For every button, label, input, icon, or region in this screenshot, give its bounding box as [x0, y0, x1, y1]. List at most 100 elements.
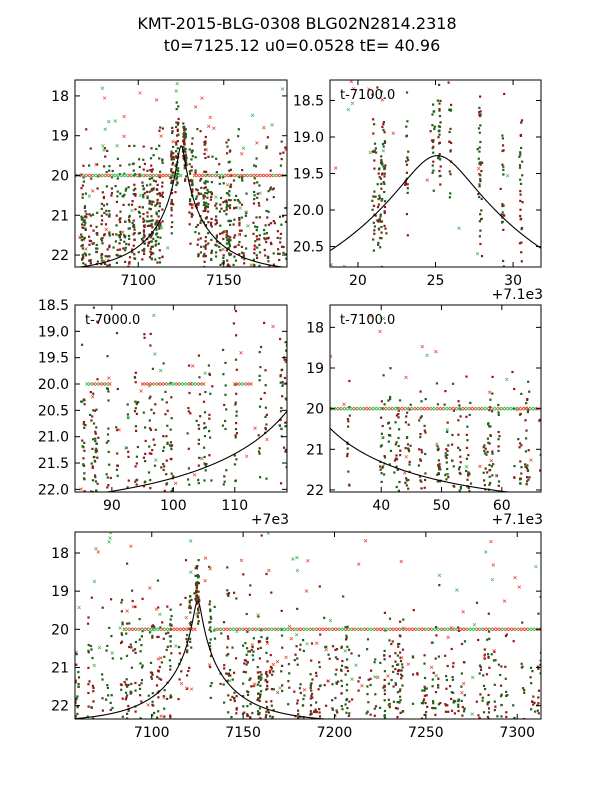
data-point [119, 210, 122, 213]
data-point [257, 450, 261, 453]
baseline-cross [309, 627, 314, 632]
data-point [426, 705, 429, 708]
data-point [398, 725, 400, 727]
data-point [424, 472, 427, 475]
data-point [259, 694, 262, 698]
outlier-cross [207, 663, 212, 667]
data-point [233, 671, 236, 674]
data-point [340, 679, 343, 682]
data-point [191, 203, 194, 206]
outlier-cross [470, 675, 475, 680]
data-point [91, 656, 94, 660]
data-point [448, 140, 451, 143]
data-point [177, 121, 180, 124]
data-point [380, 444, 383, 447]
data-point [479, 124, 482, 127]
outlier-cross [126, 415, 131, 420]
data-point [284, 341, 287, 344]
baseline-cross [478, 406, 483, 411]
baseline-cross [201, 382, 206, 386]
data-point [141, 239, 144, 242]
data-point [404, 421, 407, 424]
data-point [170, 202, 173, 205]
outlier-cross [381, 316, 386, 321]
data-point [406, 411, 409, 414]
data-point [436, 480, 439, 483]
data-point [479, 115, 482, 118]
data-point [90, 462, 93, 465]
data-point [150, 240, 153, 243]
baseline-cross [175, 173, 180, 178]
baseline-cross [383, 627, 388, 632]
data-point [146, 268, 148, 270]
outlier-cross [360, 684, 364, 688]
data-point [465, 415, 468, 418]
data-point [177, 167, 180, 170]
data-point [134, 465, 137, 468]
data-point [134, 681, 137, 685]
data-point [150, 234, 153, 237]
data-point [154, 223, 157, 226]
data-point [367, 721, 369, 723]
data-point [224, 419, 227, 423]
x-axis-offset-text: +7e3 [251, 512, 289, 528]
data-point [394, 421, 397, 424]
data-point [294, 653, 297, 656]
baseline-cross [242, 627, 247, 632]
baseline-cross [154, 627, 159, 632]
outlier-cross [192, 472, 197, 477]
data-point [245, 663, 248, 666]
data-point [264, 384, 267, 387]
data-point [418, 448, 421, 451]
outlier-crosses [78, 81, 287, 267]
data-point [373, 159, 376, 162]
data-point [158, 268, 160, 270]
data-point [257, 434, 260, 437]
data-point [345, 634, 348, 637]
data-point [533, 701, 536, 704]
data-point [146, 224, 149, 228]
data-point [191, 214, 194, 217]
data-point [138, 165, 141, 169]
data-point [229, 168, 232, 171]
y-tick-label: 20 [51, 622, 69, 638]
data-point [258, 251, 262, 254]
baseline-cross [466, 627, 471, 632]
outlier-cross [239, 350, 243, 355]
data-point [437, 686, 440, 689]
data-point [419, 479, 422, 482]
baseline-cross [140, 173, 145, 178]
baseline-cross [138, 627, 143, 632]
plot-background [75, 305, 287, 492]
data-point [197, 582, 200, 585]
data-point [436, 493, 438, 495]
data-point [258, 452, 261, 455]
data-point [498, 435, 501, 438]
data-point [258, 243, 261, 246]
data-point [398, 721, 400, 723]
outlier-cross [478, 464, 482, 469]
data-point [148, 202, 151, 205]
data-point [387, 434, 391, 437]
data-point [520, 146, 523, 150]
data-point [383, 210, 386, 213]
baseline-cross [524, 627, 529, 632]
data-point [101, 219, 104, 222]
data-point [264, 224, 267, 227]
data-point [140, 635, 143, 638]
data-point [165, 648, 168, 651]
data-point [502, 265, 505, 267]
data-point [284, 425, 287, 428]
data-point [398, 428, 401, 431]
data-point [484, 452, 487, 455]
data-point [346, 625, 349, 628]
data-point [222, 201, 225, 204]
data-point [143, 333, 146, 336]
baseline-cross [316, 627, 321, 632]
baseline-band [330, 406, 540, 411]
data-point [432, 151, 435, 154]
data-point [265, 640, 269, 643]
data-point [157, 670, 160, 673]
data-point [131, 599, 134, 603]
